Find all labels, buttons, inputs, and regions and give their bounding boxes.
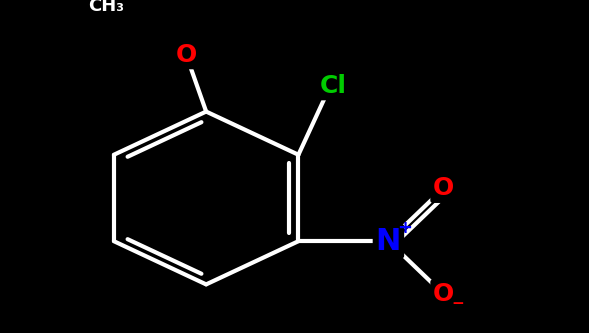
Text: Cl: Cl: [320, 74, 347, 98]
Text: O: O: [433, 282, 454, 306]
Text: N: N: [376, 227, 401, 256]
Text: CH₃: CH₃: [88, 0, 124, 15]
Text: +: +: [397, 219, 412, 237]
Text: O: O: [176, 43, 197, 67]
Text: O: O: [433, 176, 454, 200]
Text: −: −: [451, 296, 464, 311]
